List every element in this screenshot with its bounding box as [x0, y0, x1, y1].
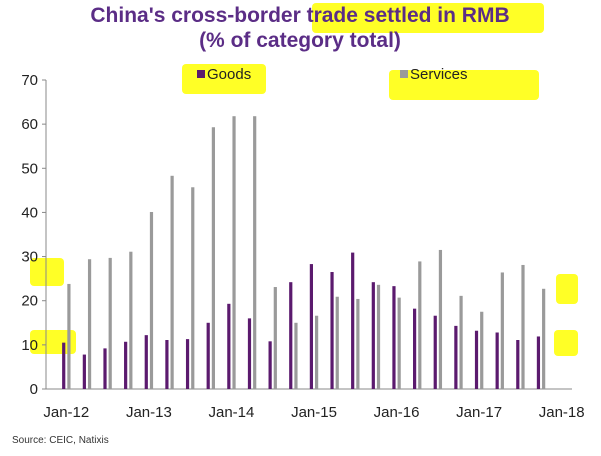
bar-goods-Q4-15	[371, 282, 375, 389]
bar-services-Q4-17	[542, 288, 546, 389]
x-axis: Jan-12 Jan-13 Jan-14 Jan-15 Jan-16 Jan-17 Jan-…	[43, 404, 584, 421]
bar-goods-Q1-14	[227, 303, 231, 389]
bar-goods-Q4-13	[206, 322, 210, 389]
highlight-title	[312, 3, 544, 33]
highlight-right-30	[556, 274, 578, 304]
bar-goods-Q1-17	[474, 330, 479, 389]
bar-services-Q4-15	[376, 284, 381, 389]
bar-services-Q1-15	[315, 315, 319, 389]
highlight-axis-30	[30, 258, 64, 286]
y-axis: 0 10 20 30 40 50 60 70	[21, 72, 46, 398]
bar-services-Q2-16	[418, 261, 422, 389]
x-tick-label: Jan-14	[209, 404, 255, 421]
bar-services-Q1-16	[397, 297, 401, 389]
bar-services-Q2-17	[500, 272, 504, 389]
bar-goods-Q3-12	[103, 348, 107, 389]
bar-goods-Q4-17	[536, 336, 541, 389]
highlight-marks	[30, 3, 578, 356]
bar-goods-Q1-12	[62, 342, 66, 389]
legend: Goods Services	[197, 66, 468, 83]
source-note: Source: CEIC, Natixis	[12, 435, 109, 446]
x-tick-label: Jan-13	[126, 404, 172, 421]
x-tick-label: Jan-12	[43, 404, 89, 421]
bar-services-Q1-17	[480, 311, 484, 389]
x-tick-label: Jan-17	[456, 404, 502, 421]
bar-services-Q3-15	[356, 298, 360, 389]
y-tick-label: 10	[21, 337, 38, 354]
bar-services-Q4-13	[211, 127, 215, 390]
chart-title-line2: (% of category total)	[199, 29, 401, 52]
bar-goods-Q4-14	[289, 282, 293, 389]
bar-goods-Q2-17	[495, 332, 499, 389]
bar-services-Q2-13	[170, 175, 174, 389]
bar-services-Q3-14	[273, 287, 277, 389]
legend-goods-swatch	[197, 70, 205, 78]
bar-services-Q3-17	[521, 264, 525, 389]
highlight-right-10	[554, 330, 578, 356]
y-tick-label: 0	[30, 381, 38, 398]
chart-title-line1: China's cross-border trade settled in RM…	[90, 4, 509, 27]
bar-services-Q4-12	[129, 251, 133, 389]
bar-goods-Q2-14	[247, 318, 252, 389]
highlight-legend-services	[389, 70, 539, 100]
x-tick-label: Jan-16	[374, 404, 420, 421]
bar-services-Q2-14	[253, 116, 257, 389]
bar-services-Q3-16	[438, 249, 443, 389]
y-tick-label: 20	[21, 293, 38, 310]
bar-goods-Q3-16	[433, 315, 437, 389]
bar-goods-Q4-16	[454, 325, 458, 389]
bar-services-Q2-15	[335, 296, 339, 389]
bar-services-Q1-14	[232, 116, 236, 389]
legend-services-swatch	[400, 70, 408, 78]
bar-services-Q1-13	[149, 211, 154, 389]
bar-goods-Q2-13	[165, 340, 169, 389]
bar-goods-Q1-13	[144, 335, 148, 389]
bars	[62, 116, 546, 390]
bar-services-Q1-12	[67, 283, 71, 389]
y-tick-label: 50	[21, 160, 38, 177]
y-tick-label: 30	[21, 249, 38, 266]
bar-services-Q2-12	[87, 259, 92, 389]
bar-goods-Q4-12	[124, 341, 128, 389]
bar-goods-Q3-13	[185, 339, 190, 389]
bar-services-Q4-16	[459, 295, 463, 389]
y-tick-label: 70	[21, 72, 38, 89]
bar-goods-Q2-12	[82, 354, 86, 389]
y-tick-label: 60	[21, 116, 38, 133]
bar-goods-Q3-14	[268, 341, 272, 389]
bar-goods-Q3-15	[351, 252, 355, 389]
legend-goods-label: Goods	[207, 66, 251, 83]
x-tick-label: Jan-18	[539, 404, 585, 421]
legend-services-label: Services	[410, 66, 468, 83]
bar-services-Q4-14	[294, 322, 298, 389]
bar-goods-Q3-17	[516, 340, 520, 389]
bar-services-Q3-13	[191, 187, 195, 389]
bar-goods-Q2-15	[330, 272, 334, 389]
bar-services-Q3-12	[108, 257, 112, 389]
bar-goods-Q1-15	[309, 264, 313, 389]
x-tick-label: Jan-15	[291, 404, 337, 421]
bar-goods-Q2-16	[413, 308, 417, 389]
bar-goods-Q1-16	[392, 286, 396, 389]
y-tick-label: 40	[21, 204, 38, 221]
